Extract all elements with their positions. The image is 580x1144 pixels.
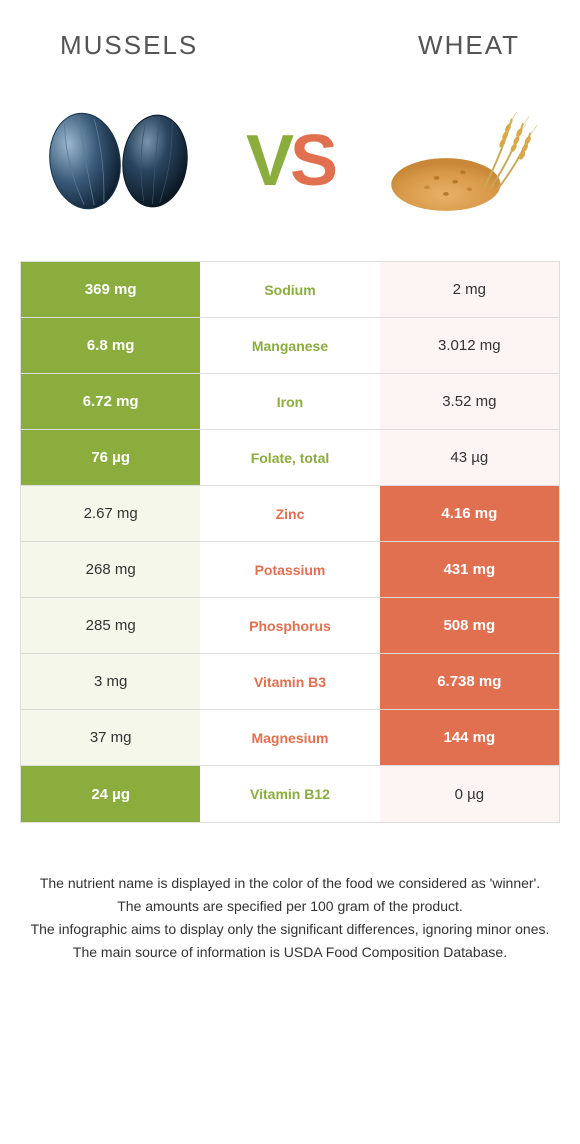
right-value: 508 mg (380, 598, 559, 653)
table-row: 24 µgVitamin B120 µg (21, 766, 559, 822)
right-value: 43 µg (380, 430, 559, 485)
table-row: 369 mgSodium2 mg (21, 262, 559, 318)
wheat-image (380, 101, 540, 221)
nutrient-label: Zinc (200, 486, 379, 541)
footer-line-2: The amounts are specified per 100 gram o… (30, 896, 550, 917)
table-row: 285 mgPhosphorus508 mg (21, 598, 559, 654)
left-value: 369 mg (21, 262, 200, 317)
table-row: 6.8 mgManganese3.012 mg (21, 318, 559, 374)
food-title-right: WHEAT (418, 30, 520, 61)
nutrient-label: Iron (200, 374, 379, 429)
table-row: 76 µgFolate, total43 µg (21, 430, 559, 486)
left-value: 3 mg (21, 654, 200, 709)
table-row: 6.72 mgIron3.52 mg (21, 374, 559, 430)
footer-notes: The nutrient name is displayed in the co… (20, 873, 560, 963)
left-value: 37 mg (21, 710, 200, 765)
right-value: 0 µg (380, 766, 559, 822)
right-value: 3.52 mg (380, 374, 559, 429)
right-value: 144 mg (380, 710, 559, 765)
table-row: 37 mgMagnesium144 mg (21, 710, 559, 766)
mussels-image (40, 101, 200, 221)
footer-line-3: The infographic aims to display only the… (30, 919, 550, 940)
left-value: 268 mg (21, 542, 200, 597)
left-value: 2.67 mg (21, 486, 200, 541)
nutrient-label: Magnesium (200, 710, 379, 765)
left-value: 6.72 mg (21, 374, 200, 429)
nutrient-label: Vitamin B12 (200, 766, 379, 822)
table-row: 268 mgPotassium431 mg (21, 542, 559, 598)
right-value: 4.16 mg (380, 486, 559, 541)
comparison-table: 369 mgSodium2 mg6.8 mgManganese3.012 mg6… (20, 261, 560, 823)
nutrient-label: Folate, total (200, 430, 379, 485)
food-title-left: MUSSELS (60, 30, 198, 61)
right-value: 2 mg (380, 262, 559, 317)
left-value: 6.8 mg (21, 318, 200, 373)
nutrient-label: Manganese (200, 318, 379, 373)
vs-row: VS (20, 91, 560, 261)
left-value: 24 µg (21, 766, 200, 822)
footer-line-4: The main source of information is USDA F… (30, 942, 550, 963)
right-value: 431 mg (380, 542, 559, 597)
nutrient-label: Sodium (200, 262, 379, 317)
header: MUSSELS WHEAT (20, 20, 560, 91)
vs-v: V (246, 121, 290, 201)
vs-label: VS (246, 120, 334, 202)
right-value: 6.738 mg (380, 654, 559, 709)
vs-s: S (290, 121, 334, 201)
table-row: 2.67 mgZinc4.16 mg (21, 486, 559, 542)
table-row: 3 mgVitamin B36.738 mg (21, 654, 559, 710)
footer-line-1: The nutrient name is displayed in the co… (30, 873, 550, 894)
right-value: 3.012 mg (380, 318, 559, 373)
left-value: 76 µg (21, 430, 200, 485)
nutrient-label: Potassium (200, 542, 379, 597)
nutrient-label: Vitamin B3 (200, 654, 379, 709)
nutrient-label: Phosphorus (200, 598, 379, 653)
left-value: 285 mg (21, 598, 200, 653)
